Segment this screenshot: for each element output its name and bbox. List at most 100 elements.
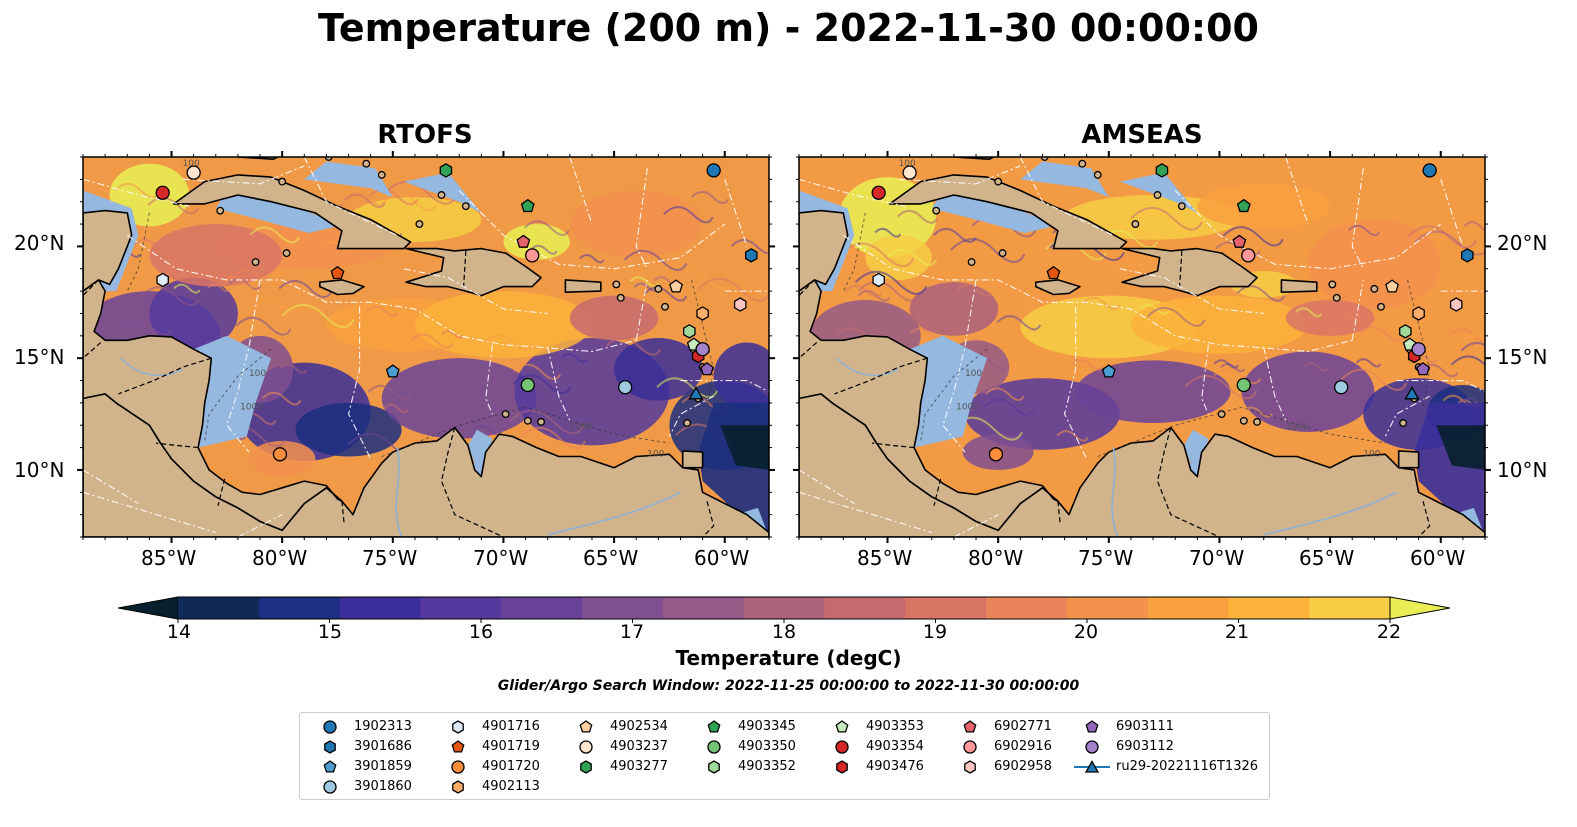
float-marker-4903350 [1236,377,1251,393]
float-marker-6903111 [700,362,714,376]
float-marker-4902534 [1385,279,1400,293]
colorbar-tick-18: 18 [771,621,797,643]
float-marker-6902958 [733,297,747,312]
legend-label: 4901719 [482,739,540,754]
pentagon-icon [707,720,721,733]
float-marker-4901719 [1046,265,1061,280]
pentagon-icon [451,740,465,753]
landmass [405,247,542,297]
float-marker-6903112 [695,342,710,357]
colorbar-tick-16: 16 [468,621,494,643]
float-marker-4902113 [1412,306,1425,321]
legend-label: 3901859 [354,759,412,774]
circle-icon [579,740,593,754]
legend-label: 4903277 [610,759,668,774]
legend-label: 4902113 [482,779,540,794]
legend-marker [707,740,721,754]
float-marker-3901860 [1334,380,1349,395]
landmass [1035,279,1081,296]
legend-marker [579,720,593,733]
legend-label: 6902771 [994,719,1052,734]
float-marker-4902534 [669,279,684,293]
float-marker-3901860 [618,380,633,395]
float-marker-4903237 [902,165,917,180]
colorbar-tick-15: 15 [317,621,343,643]
float-marker-6903111 [1416,362,1430,376]
legend-label: 6903111 [1116,719,1174,734]
landmass [83,209,133,292]
lon-tick-85w-left: 85°W [141,546,197,570]
float-marker-3901686 [745,248,758,263]
float-marker-4902113 [696,306,709,321]
colorbar-tick-21: 21 [1224,621,1250,643]
legend-marker [451,740,465,753]
float-marker-6902916 [1241,248,1256,263]
colorbar-segment [420,597,502,619]
landmass [888,174,1128,250]
hexagon-icon [964,760,976,774]
legend-marker [836,760,848,774]
landmass [172,174,412,250]
lat-tick-20n-right: 20°N [1497,231,1548,255]
legend-marker [580,760,592,774]
hexagon-icon [452,780,464,794]
lon-tick-85w-right: 85°W [857,546,913,570]
float-marker-6903112 [1411,342,1426,357]
hexagon-icon [708,760,720,774]
panel-title-amseas: AMSEAS [1081,120,1203,150]
landmass [564,279,602,293]
lon-tick-80w-left: 80°W [252,546,308,570]
float-marker-1902313 [706,163,721,178]
landmass [681,450,704,469]
float-marker-4903354 [155,185,170,200]
float-marker-3901859 [385,364,400,378]
lon-tick-70w-right: 70°W [1189,546,1245,570]
float-marker-ru29-20221116T1326 [1404,386,1420,400]
colorbar-segment [1147,597,1229,619]
legend-marker [323,760,337,773]
contour-label: 100 [647,450,664,460]
colorbar-segment [258,597,341,619]
contour-label: 100 [1363,450,1380,460]
legend-label: 6902958 [994,759,1052,774]
colorbar-extend-min [118,596,179,620]
lon-tick-75w-right: 75°W [1078,546,1134,570]
legend-label: 4901716 [482,719,540,734]
float-marker-ru29-20221116T1326 [688,386,704,400]
float-marker-4901716 [872,272,885,288]
contour-label: 100 [965,369,982,379]
hexagon-icon [452,720,464,734]
contour-label: 1000 [1286,423,1309,433]
figure-title: Temperature (200 m) - 2022-11-30 00:00:0… [317,6,1259,50]
lon-tick-60w-left: 60°W [694,546,750,570]
circle-icon [323,720,337,734]
legend-label: 6903112 [1116,739,1174,754]
colorbar-segment [986,597,1068,619]
legend-marker [708,760,720,774]
colorbar-segment [582,597,664,619]
legend-marker [579,740,593,754]
contour-label: 100 [249,369,266,379]
circle-icon [1085,740,1099,754]
legend-label: 1902313 [354,719,412,734]
pentagon-icon [1085,720,1099,733]
legend-marker [1085,720,1099,733]
triangle-icon [1074,760,1110,773]
float-marker-4901719 [330,265,345,280]
lon-tick-60w-right: 60°W [1410,546,1466,570]
circle-icon [963,740,977,754]
colorbar-title: Temperature (degC) [675,646,902,670]
float-marker-4903277 [439,163,453,178]
colorbar-segment [339,597,421,619]
legend-label: 3901860 [354,779,412,794]
colorbar-segment [905,597,987,619]
float-marker-6902958 [1449,297,1463,312]
colorbar-segment [1066,597,1149,619]
lon-tick-80w-right: 80°W [968,546,1024,570]
colorbar-tick-20: 20 [1073,621,1099,643]
colorbar-segment [1228,597,1310,619]
pentagon-icon [579,720,593,733]
colorbar-extend-max [1389,596,1450,620]
rtofs-map: 1000 1000 100 100 100 [77,151,775,543]
legend-label: 4901720 [482,759,540,774]
